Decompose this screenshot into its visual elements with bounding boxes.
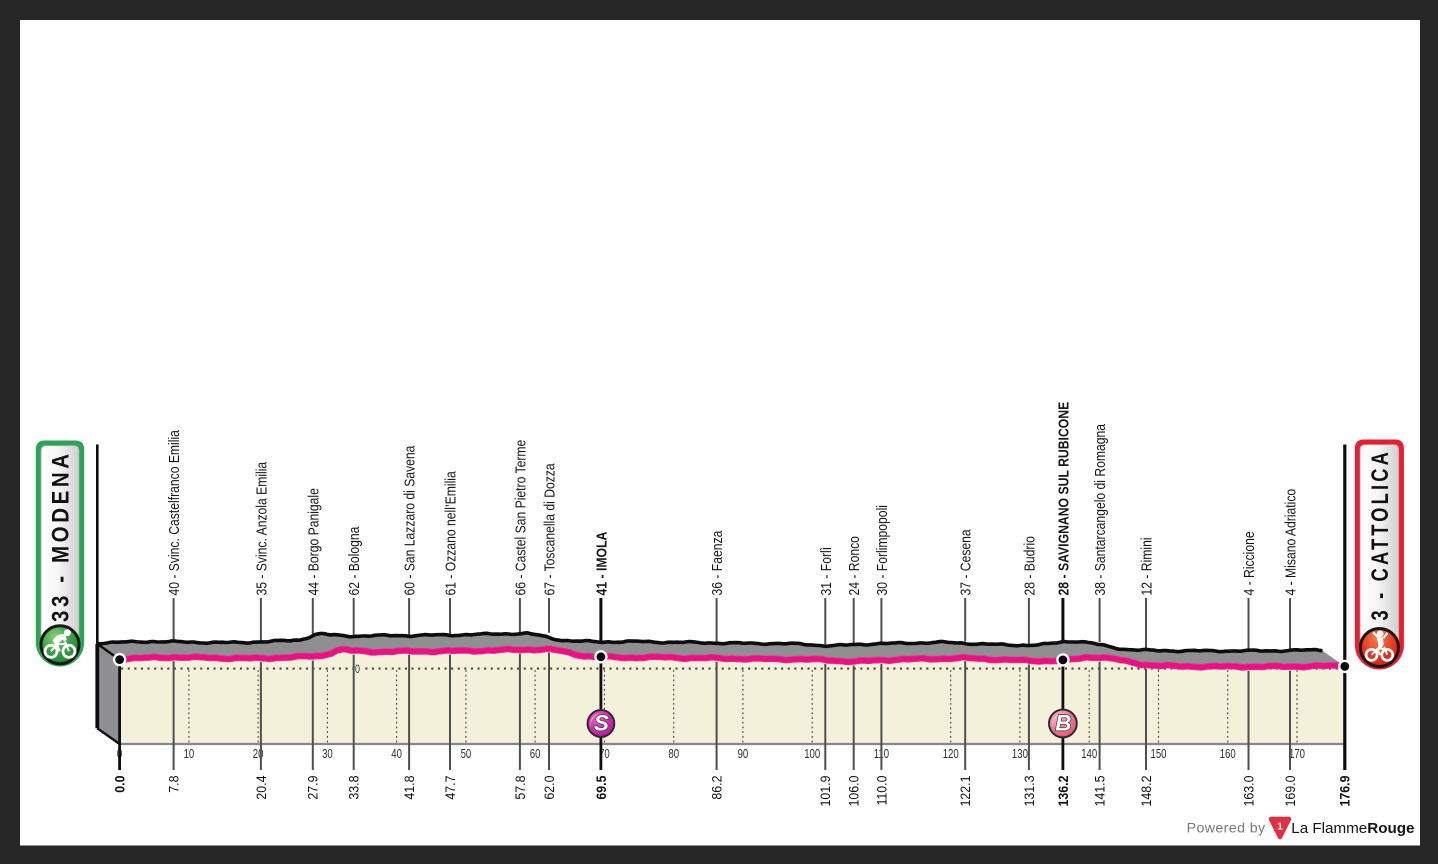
svg-text:36 - Faenza: 36 - Faenza xyxy=(709,530,726,595)
svg-text:40: 40 xyxy=(391,748,402,762)
svg-text:28 - SAVIGNANO SUL RUBICONE: 28 - SAVIGNANO SUL RUBICONE xyxy=(1055,402,1072,596)
svg-text:0.0: 0.0 xyxy=(112,776,128,793)
svg-text:136.2: 136.2 xyxy=(1055,776,1071,807)
svg-text:La FlammeRouge: La FlammeRouge xyxy=(1291,820,1414,837)
svg-text:61 - Ozzano nell’Emilia: 61 - Ozzano nell’Emilia xyxy=(442,471,459,596)
svg-text:148.2: 148.2 xyxy=(1138,776,1154,807)
svg-text:4 - Misano Adriatico: 4 - Misano Adriatico xyxy=(1282,489,1299,596)
svg-text:0: 0 xyxy=(355,664,360,676)
svg-text:27.9: 27.9 xyxy=(305,776,321,800)
svg-text:28 - Budrio: 28 - Budrio xyxy=(1021,536,1038,596)
svg-text:41 - IMOLA: 41 - IMOLA xyxy=(593,532,610,596)
svg-text:62.0: 62.0 xyxy=(541,776,557,800)
svg-text:131.3: 131.3 xyxy=(1021,776,1037,807)
svg-text:150: 150 xyxy=(1150,748,1166,762)
svg-text:60: 60 xyxy=(530,748,541,762)
svg-text:12 - Rimini: 12 - Rimini xyxy=(1138,537,1155,595)
svg-text:120: 120 xyxy=(943,748,959,762)
svg-text:50: 50 xyxy=(461,748,472,762)
svg-text:24 - Ronco: 24 - Ronco xyxy=(846,536,863,596)
svg-text:57.8: 57.8 xyxy=(512,776,528,800)
svg-text:66 - Castel San Pietro Terme: 66 - Castel San Pietro Terme xyxy=(512,439,529,595)
svg-text:86.2: 86.2 xyxy=(709,776,725,800)
svg-text:169.0: 169.0 xyxy=(1282,776,1298,807)
svg-text:10: 10 xyxy=(184,748,195,762)
svg-text:20: 20 xyxy=(253,748,264,762)
svg-text:160: 160 xyxy=(1220,748,1236,762)
svg-text:101.9: 101.9 xyxy=(818,776,834,807)
svg-text:31 - Forlì: 31 - Forlì xyxy=(818,547,835,596)
svg-text:S: S xyxy=(594,711,609,736)
svg-text:62 - Bologna: 62 - Bologna xyxy=(346,526,363,595)
svg-text:110.0: 110.0 xyxy=(874,776,890,806)
svg-text:141.5: 141.5 xyxy=(1092,776,1108,807)
svg-text:1: 1 xyxy=(1277,821,1283,833)
svg-text:30 - Forlimpopoli: 30 - Forlimpopoli xyxy=(874,505,891,595)
svg-text:Powered by: Powered by xyxy=(1187,821,1266,837)
svg-text:106.0: 106.0 xyxy=(846,776,862,807)
svg-text:38 - Santarcangelo di Romagna: 38 - Santarcangelo di Romagna xyxy=(1092,424,1109,596)
svg-text:90: 90 xyxy=(738,748,749,762)
svg-text:163.0: 163.0 xyxy=(1241,776,1257,807)
svg-text:69.5: 69.5 xyxy=(593,776,609,800)
svg-text:40 - Svinc. Castelfranco Emili: 40 - Svinc. Castelfranco Emilia xyxy=(166,430,183,596)
svg-text:35 - Svinc. Anzola Emilia: 35 - Svinc. Anzola Emilia xyxy=(253,462,270,596)
svg-text:60 - San Lazzaro di Savena: 60 - San Lazzaro di Savena xyxy=(401,445,418,595)
svg-text:33.8: 33.8 xyxy=(346,776,362,800)
svg-text:3 - CATTOLICA: 3 - CATTOLICA xyxy=(1367,449,1394,620)
svg-text:67 - Toscanella di Dozza: 67 - Toscanella di Dozza xyxy=(541,463,558,595)
svg-text:122.1: 122.1 xyxy=(958,776,974,807)
svg-text:44 - Borgo Panigale: 44 - Borgo Panigale xyxy=(305,488,322,596)
svg-text:37 - Cesena: 37 - Cesena xyxy=(957,529,974,595)
svg-text:30: 30 xyxy=(322,748,333,762)
svg-text:33 - MODENA: 33 - MODENA xyxy=(47,450,74,622)
svg-text:41.8: 41.8 xyxy=(401,776,417,800)
svg-text:100: 100 xyxy=(804,748,820,762)
svg-text:80: 80 xyxy=(668,748,679,762)
svg-text:140: 140 xyxy=(1081,748,1097,762)
svg-text:70: 70 xyxy=(599,748,610,762)
svg-text:7.8: 7.8 xyxy=(166,776,182,793)
svg-text:176.9: 176.9 xyxy=(1337,776,1353,807)
svg-text:4 - Riccione: 4 - Riccione xyxy=(1241,531,1258,595)
svg-text:47.7: 47.7 xyxy=(442,776,458,800)
svg-text:20.4: 20.4 xyxy=(253,776,269,800)
svg-text:B: B xyxy=(1055,711,1071,736)
svg-text:170: 170 xyxy=(1289,748,1305,762)
svg-text:130: 130 xyxy=(1012,748,1028,762)
